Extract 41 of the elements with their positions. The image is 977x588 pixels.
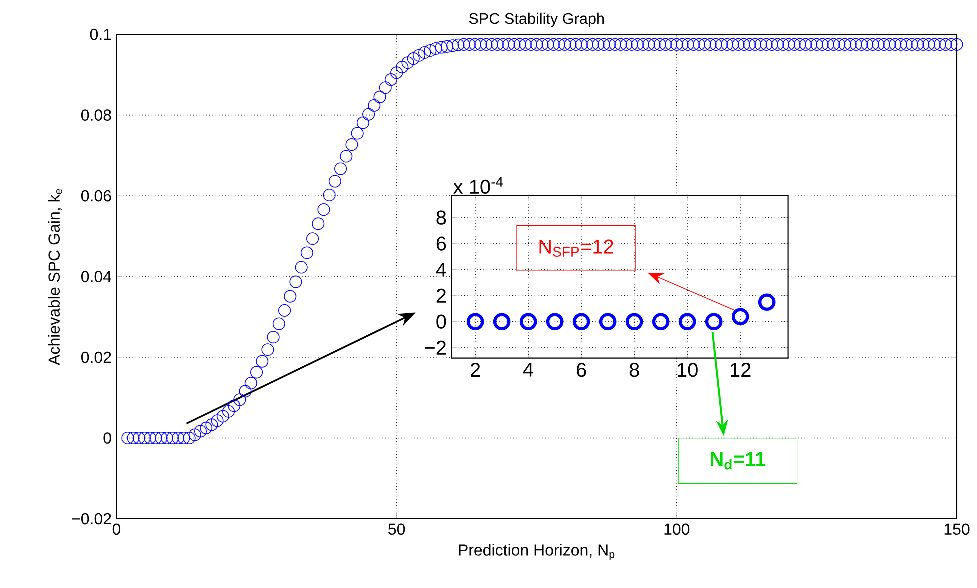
x-tick-label: 100: [664, 524, 690, 536]
y-tick-label: −0.02: [72, 513, 112, 525]
point: [572, 313, 590, 331]
chart-title: SPC Stability Graph: [469, 12, 604, 28]
y-tick-label: 2: [436, 288, 446, 303]
y-tick-label: 8: [436, 210, 446, 225]
x-tick-label: 0: [112, 524, 121, 536]
y-tick-label: 0: [436, 314, 446, 329]
annotation: N$_{d}$=11: [711, 452, 766, 470]
point: [493, 313, 511, 331]
annotation: x 10$^{-4}$: [454, 177, 504, 194]
x-axis-title: Prediction Horizon, N$_{p}$: [459, 544, 615, 560]
x-tick-label: 50: [388, 524, 406, 536]
y-tick-label: 0.04: [81, 271, 112, 282]
point: [520, 313, 538, 331]
x-tick-label: 2: [470, 363, 480, 377]
y-tick-label: 0.08: [81, 110, 112, 121]
y-tick-label: 0.02: [81, 352, 112, 364]
point: [626, 313, 644, 331]
point: [466, 313, 484, 331]
point: [678, 313, 696, 331]
point: [652, 313, 670, 331]
x-tick-label: 150: [944, 524, 970, 536]
x-tick-label: 10: [678, 363, 698, 378]
y-tick-label: 6: [436, 236, 446, 251]
y-tick-label: 4: [436, 262, 446, 277]
y-tick-label: 0.1: [90, 28, 112, 40]
y-axis-title: Achievable SPC Gain, k$_{e}$: [48, 189, 62, 366]
point: [546, 313, 564, 331]
y-tick-label: 0: [104, 432, 112, 444]
x-tick-label: 4: [523, 363, 534, 377]
y-tick-label: 0.06: [81, 190, 112, 202]
point: [599, 313, 617, 331]
x-tick-label: 12: [730, 363, 751, 377]
x-tick-label: 6: [577, 363, 586, 378]
point: [705, 313, 723, 331]
annotation: N$_{SFP}$=12: [540, 240, 614, 258]
point: [758, 294, 776, 312]
point: [732, 308, 750, 326]
y-tick-label: −2: [425, 340, 446, 355]
x-tick-label: 8: [630, 363, 640, 378]
